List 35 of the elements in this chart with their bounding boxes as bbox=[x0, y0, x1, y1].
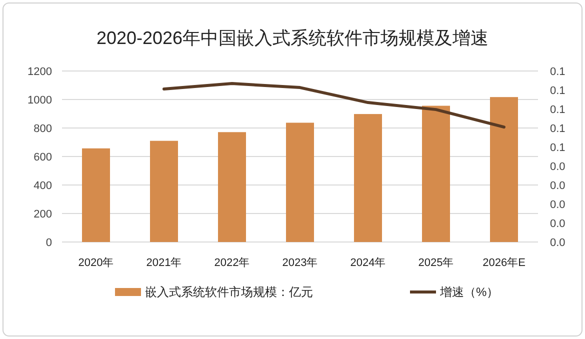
y-tick-label: 600 bbox=[34, 152, 52, 164]
x-tick-label: 2024年 bbox=[350, 257, 386, 269]
y2-tick-label: 0.0 bbox=[550, 237, 566, 249]
y-tick-label: 800 bbox=[34, 123, 52, 135]
y-tick-label: 1000 bbox=[28, 94, 52, 106]
x-tick-label: 2025年 bbox=[418, 257, 454, 269]
legend-label: 增速（%） bbox=[439, 285, 499, 299]
bar bbox=[490, 97, 518, 242]
y2-tick-label: 0.0 bbox=[550, 180, 566, 192]
bar bbox=[150, 140, 178, 242]
bar bbox=[218, 132, 246, 242]
y-tick-label: 0 bbox=[46, 237, 52, 249]
x-tick-label: 2021年 bbox=[146, 257, 182, 269]
y-tick-label: 1200 bbox=[28, 66, 52, 78]
x-tick-label: 2022年 bbox=[214, 257, 250, 269]
y2-tick-label: 0.0 bbox=[550, 218, 566, 230]
y2-tick-label: 0.1 bbox=[550, 123, 566, 135]
y2-tick-label: 0.0 bbox=[550, 199, 566, 211]
y2-tick-label: 0.1 bbox=[550, 85, 566, 97]
chart-title: 2020-2026年中国嵌入式系统软件市场规模及增速 bbox=[96, 28, 489, 48]
bar bbox=[422, 106, 450, 242]
y-tick-label: 200 bbox=[34, 208, 52, 220]
legend-label: 嵌入式系统软件市场规模：亿元 bbox=[145, 285, 313, 299]
bar bbox=[354, 114, 382, 242]
bar bbox=[286, 122, 314, 242]
y-tick-label: 400 bbox=[34, 180, 52, 192]
y2-tick-label: 0.1 bbox=[550, 142, 566, 154]
x-tick-label: 2026年E bbox=[482, 257, 526, 269]
x-tick-label: 2020年 bbox=[78, 257, 114, 269]
x-tick-label: 2023年 bbox=[282, 257, 318, 269]
line-series bbox=[162, 82, 506, 129]
y2-tick-label: 0.1 bbox=[550, 104, 566, 116]
y2-tick-label: 0.0 bbox=[550, 161, 566, 173]
y2-tick-label: 0.1 bbox=[550, 66, 566, 78]
bar bbox=[82, 148, 110, 242]
